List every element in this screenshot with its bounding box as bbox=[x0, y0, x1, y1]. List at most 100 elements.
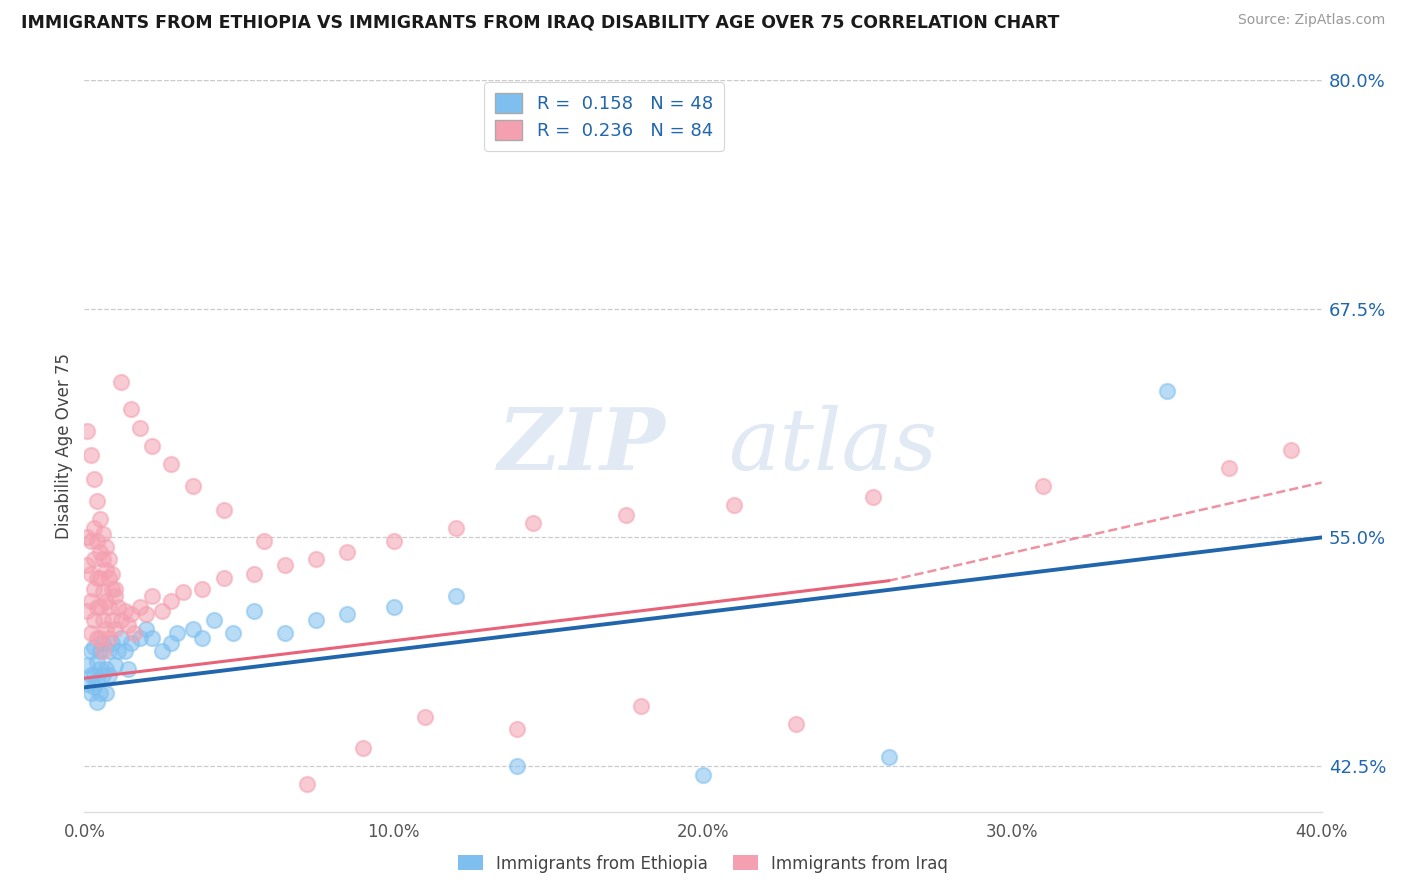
Point bbox=[172, 585, 194, 599]
Point bbox=[79, 625, 101, 640]
Point bbox=[107, 644, 129, 658]
Point bbox=[444, 589, 467, 603]
Point bbox=[336, 545, 359, 559]
Point bbox=[94, 622, 117, 636]
Point bbox=[110, 631, 132, 645]
Text: ZIP: ZIP bbox=[498, 404, 666, 488]
Point bbox=[76, 558, 98, 572]
Point bbox=[83, 681, 105, 695]
Point bbox=[122, 625, 145, 640]
Point bbox=[129, 631, 152, 645]
Point bbox=[94, 563, 117, 577]
Point bbox=[352, 740, 374, 755]
Point bbox=[79, 448, 101, 462]
Point bbox=[877, 749, 900, 764]
Point bbox=[83, 521, 105, 535]
Point bbox=[98, 599, 121, 614]
Point bbox=[141, 589, 163, 603]
Point bbox=[89, 599, 111, 614]
Point bbox=[135, 607, 157, 622]
Point bbox=[692, 768, 714, 782]
Point bbox=[86, 599, 108, 614]
Point bbox=[120, 607, 142, 622]
Point bbox=[104, 622, 127, 636]
Point bbox=[160, 458, 183, 472]
Point bbox=[91, 552, 114, 566]
Point bbox=[1156, 384, 1178, 398]
Legend: R =  0.158   N = 48, R =  0.236   N = 84: R = 0.158 N = 48, R = 0.236 N = 84 bbox=[484, 82, 724, 151]
Point bbox=[117, 618, 139, 632]
Point bbox=[1279, 442, 1302, 457]
Point bbox=[274, 625, 297, 640]
Point bbox=[76, 677, 98, 691]
Point bbox=[117, 662, 139, 676]
Point bbox=[1032, 860, 1054, 873]
Text: Source: ZipAtlas.com: Source: ZipAtlas.com bbox=[1237, 13, 1385, 28]
Point bbox=[723, 498, 745, 512]
Point bbox=[785, 717, 807, 731]
Point bbox=[101, 613, 124, 627]
Point bbox=[336, 607, 359, 622]
Point bbox=[522, 516, 544, 530]
Point bbox=[89, 631, 111, 645]
Point bbox=[91, 526, 114, 541]
Point bbox=[91, 644, 114, 658]
Point bbox=[120, 402, 142, 417]
Point bbox=[253, 534, 276, 549]
Legend: Immigrants from Ethiopia, Immigrants from Iraq: Immigrants from Ethiopia, Immigrants fro… bbox=[451, 848, 955, 880]
Point bbox=[91, 613, 114, 627]
Y-axis label: Disability Age Over 75: Disability Age Over 75 bbox=[55, 353, 73, 539]
Point bbox=[181, 479, 204, 493]
Point bbox=[141, 439, 163, 453]
Point bbox=[614, 508, 637, 523]
Point bbox=[382, 599, 405, 614]
Point bbox=[141, 631, 163, 645]
Point bbox=[191, 631, 214, 645]
Point bbox=[506, 723, 529, 737]
Point bbox=[89, 686, 111, 700]
Point bbox=[98, 571, 121, 585]
Point bbox=[150, 603, 173, 617]
Point bbox=[243, 603, 266, 617]
Point bbox=[181, 622, 204, 636]
Point bbox=[83, 552, 105, 566]
Point bbox=[506, 759, 529, 773]
Point bbox=[1032, 479, 1054, 493]
Point bbox=[86, 673, 108, 687]
Point bbox=[89, 512, 111, 526]
Point bbox=[76, 425, 98, 439]
Point bbox=[91, 636, 114, 650]
Point bbox=[104, 582, 127, 596]
Point bbox=[120, 636, 142, 650]
Point bbox=[98, 667, 121, 681]
Point bbox=[94, 662, 117, 676]
Point bbox=[89, 644, 111, 658]
Point bbox=[76, 530, 98, 544]
Point bbox=[114, 603, 136, 617]
Point bbox=[83, 613, 105, 627]
Point bbox=[86, 571, 108, 585]
Point bbox=[382, 534, 405, 549]
Point bbox=[89, 545, 111, 559]
Point bbox=[444, 521, 467, 535]
Point bbox=[98, 552, 121, 566]
Point bbox=[94, 540, 117, 554]
Point bbox=[114, 644, 136, 658]
Point bbox=[101, 582, 124, 596]
Point bbox=[295, 777, 318, 791]
Point bbox=[110, 613, 132, 627]
Point bbox=[104, 589, 127, 603]
Point bbox=[107, 599, 129, 614]
Point bbox=[83, 667, 105, 681]
Point bbox=[76, 603, 98, 617]
Point bbox=[305, 613, 328, 627]
Point bbox=[150, 644, 173, 658]
Point bbox=[79, 686, 101, 700]
Point bbox=[305, 552, 328, 566]
Point bbox=[79, 667, 101, 681]
Point bbox=[166, 625, 188, 640]
Point bbox=[83, 640, 105, 655]
Point bbox=[212, 503, 235, 517]
Point bbox=[86, 695, 108, 709]
Point bbox=[86, 494, 108, 508]
